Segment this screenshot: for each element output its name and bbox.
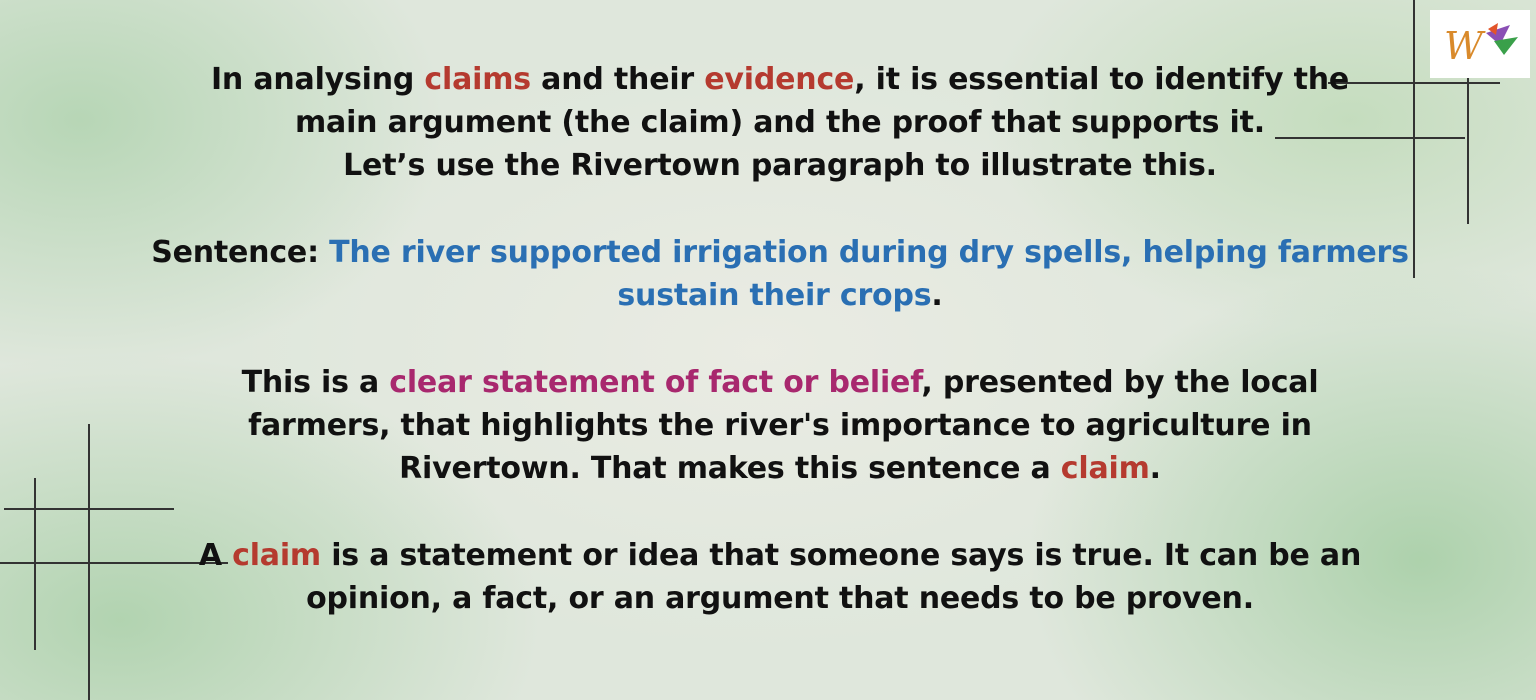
definition-text: A <box>198 538 233 573</box>
evidence-highlight: evidence <box>704 62 855 97</box>
explanation-text: This is a <box>241 365 390 400</box>
explanation-end: . <box>1149 451 1161 486</box>
definition-paragraph: A claim is a statement or idea that some… <box>150 534 1410 620</box>
claims-highlight: claims <box>424 62 531 97</box>
sentence-paragraph: Sentence: The river supported irrigation… <box>150 231 1410 317</box>
intro-text: In analysing <box>210 62 425 97</box>
sentence-end: . <box>931 278 943 313</box>
sentence-text: The river supported irrigation during dr… <box>329 235 1409 313</box>
decor-line <box>1275 137 1465 139</box>
explanation-text: , presented by the local farmers, that h… <box>248 365 1319 486</box>
w-logo-icon: W <box>1444 23 1518 68</box>
claim-highlight: claim <box>1060 451 1150 486</box>
decor-line <box>1413 0 1415 278</box>
definition-text: is a statement or idea that someone says… <box>306 538 1362 616</box>
fact-belief-highlight: clear statement of fact or belief <box>389 365 922 400</box>
decor-line <box>1467 78 1469 224</box>
main-text: In analysing claims and their evidence, … <box>150 58 1410 620</box>
explanation-paragraph: This is a clear statement of fact or bel… <box>150 361 1410 490</box>
decor-line <box>0 562 228 564</box>
intro-paragraph: In analysing claims and their evidence, … <box>150 58 1410 144</box>
claim-highlight: claim <box>232 538 321 573</box>
intro-line2: Let’s use the Rivertown paragraph to ill… <box>343 148 1217 183</box>
decor-line <box>88 424 90 700</box>
svg-text:W: W <box>1444 24 1486 68</box>
intro-text: , it is essential to identify the main a… <box>295 62 1350 140</box>
sentence-label: Sentence: <box>151 235 330 270</box>
intro-text: and their <box>530 62 705 97</box>
brand-logo: W <box>1430 10 1530 78</box>
decor-line <box>34 478 36 650</box>
